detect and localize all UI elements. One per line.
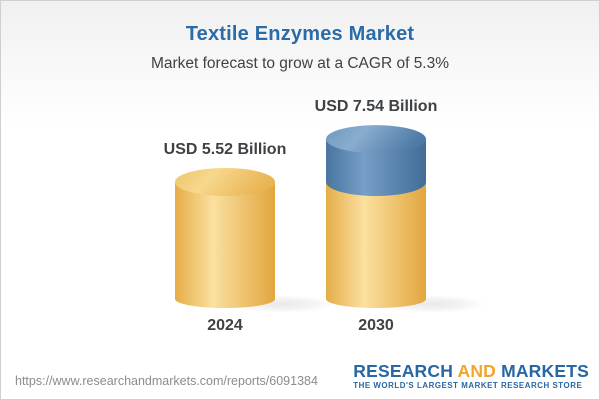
- logo-markets: MARKETS: [501, 360, 589, 381]
- logo-tagline: THE WORLD'S LARGEST MARKET RESEARCH STOR…: [353, 381, 583, 391]
- footer-url: https://www.researchandmarkets.com/repor…: [15, 374, 318, 388]
- logo-wordmark: RESEARCH AND MARKETS: [353, 360, 589, 381]
- page-subtitle: Market forecast to grow at a CAGR of 5.3…: [150, 55, 450, 72]
- logo-research: RESEARCH: [353, 360, 454, 381]
- category-label-2030: 2030: [358, 317, 394, 334]
- category-label-2024: 2024: [207, 317, 243, 334]
- page-title: Textile Enzymes Market: [185, 23, 415, 45]
- logo-and: AND: [457, 360, 496, 381]
- value-label-2030: USD 7.54 Billion: [314, 98, 438, 116]
- logo: RESEARCH AND MARKETS THE WORLD'S LARGEST…: [353, 360, 589, 391]
- value-label-2024: USD 5.52 Billion: [163, 140, 287, 158]
